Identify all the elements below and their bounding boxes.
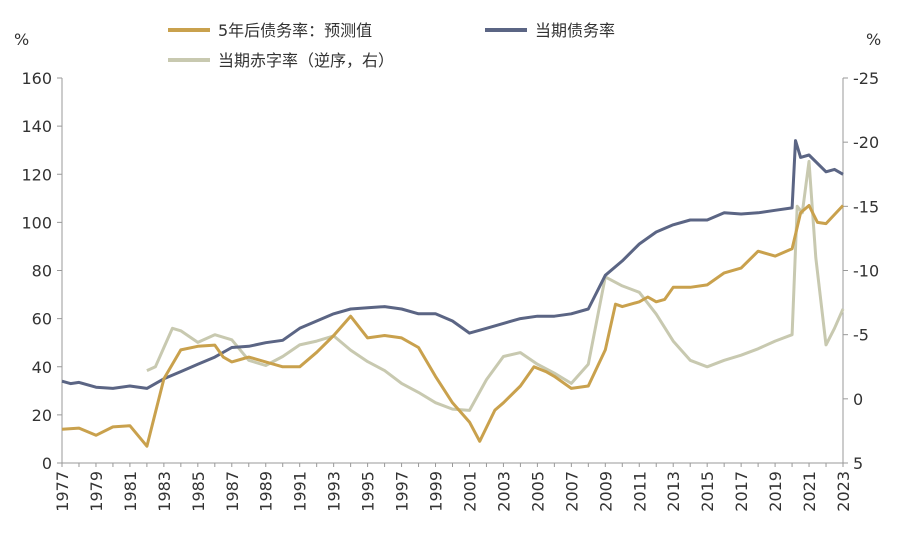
series-line-forecast xyxy=(61,204,845,448)
left-tick-label: 60 xyxy=(32,310,52,329)
series-layer xyxy=(61,139,845,448)
x-tick-label: 2015 xyxy=(698,471,717,512)
x-tick-label: 2023 xyxy=(834,471,853,512)
x-tick-label: 1991 xyxy=(291,471,310,512)
right-tick-label: -5 xyxy=(853,326,869,345)
right-tick-label: -15 xyxy=(853,197,879,216)
left-tick-label: 80 xyxy=(32,262,52,281)
right-tick-label: 5 xyxy=(853,454,863,473)
left-axis-ticks: 0 20 40 60 80 100 120 140 160 xyxy=(21,69,62,473)
x-tick-label: 1997 xyxy=(393,471,412,512)
x-tick-label: 2003 xyxy=(494,471,513,512)
right-axis-ticks: 5 0 -5 -10 -15 -20 -25 xyxy=(843,69,879,473)
x-axis-ticks: 1977 1979 1981 1983 1985 1987 1989 1991 1993 1995… xyxy=(53,463,853,512)
x-tick-label: 1977 xyxy=(53,471,72,512)
x-tick-label: 1993 xyxy=(325,471,344,512)
x-tick-label: 2013 xyxy=(664,471,683,512)
right-tick-label: -25 xyxy=(853,69,879,88)
right-axis-unit: % xyxy=(866,30,881,49)
x-tick-label: 2011 xyxy=(630,471,649,512)
x-tick-label: 2005 xyxy=(528,471,547,512)
left-tick-label: 20 xyxy=(32,406,52,425)
right-tick-label: 0 xyxy=(853,390,863,409)
x-tick-label: 1981 xyxy=(121,471,140,512)
x-tick-label: 1979 xyxy=(87,471,106,512)
x-tick-label: 1983 xyxy=(155,471,174,512)
x-tick-label: 1999 xyxy=(427,471,446,512)
legend-label-deficit: 当期赤字率（逆序，右） xyxy=(218,51,394,70)
x-tick-label: 1995 xyxy=(359,471,378,512)
left-tick-label: 140 xyxy=(21,117,52,136)
left-tick-label: 40 xyxy=(32,358,52,377)
series-line-debt-ratio xyxy=(61,139,844,390)
x-tick-label: 1989 xyxy=(257,471,276,512)
x-tick-label: 1987 xyxy=(223,471,242,512)
left-tick-label: 0 xyxy=(42,454,52,473)
left-axis-unit: % xyxy=(14,30,29,49)
x-tick-label: 2007 xyxy=(562,471,581,512)
x-tick-label: 2021 xyxy=(800,471,819,512)
left-tick-label: 100 xyxy=(21,213,52,232)
x-tick-label: 2019 xyxy=(766,471,785,512)
legend: 5年后债务率：预测值 当期债务率 当期赤字率（逆序，右） xyxy=(168,21,615,70)
legend-label-forecast: 5年后债务率：预测值 xyxy=(218,21,372,40)
left-tick-label: 120 xyxy=(21,165,52,184)
left-tick-label: 160 xyxy=(21,69,52,88)
x-tick-label: 1985 xyxy=(189,471,208,512)
x-tick-label: 2001 xyxy=(460,471,479,512)
x-tick-label: 2017 xyxy=(732,471,751,512)
right-tick-label: -20 xyxy=(853,133,879,152)
right-tick-label: -10 xyxy=(853,262,879,281)
legend-label-debt-ratio: 当期债务率 xyxy=(535,21,615,40)
x-tick-label: 2009 xyxy=(596,471,615,512)
series-line-deficit xyxy=(146,159,845,412)
